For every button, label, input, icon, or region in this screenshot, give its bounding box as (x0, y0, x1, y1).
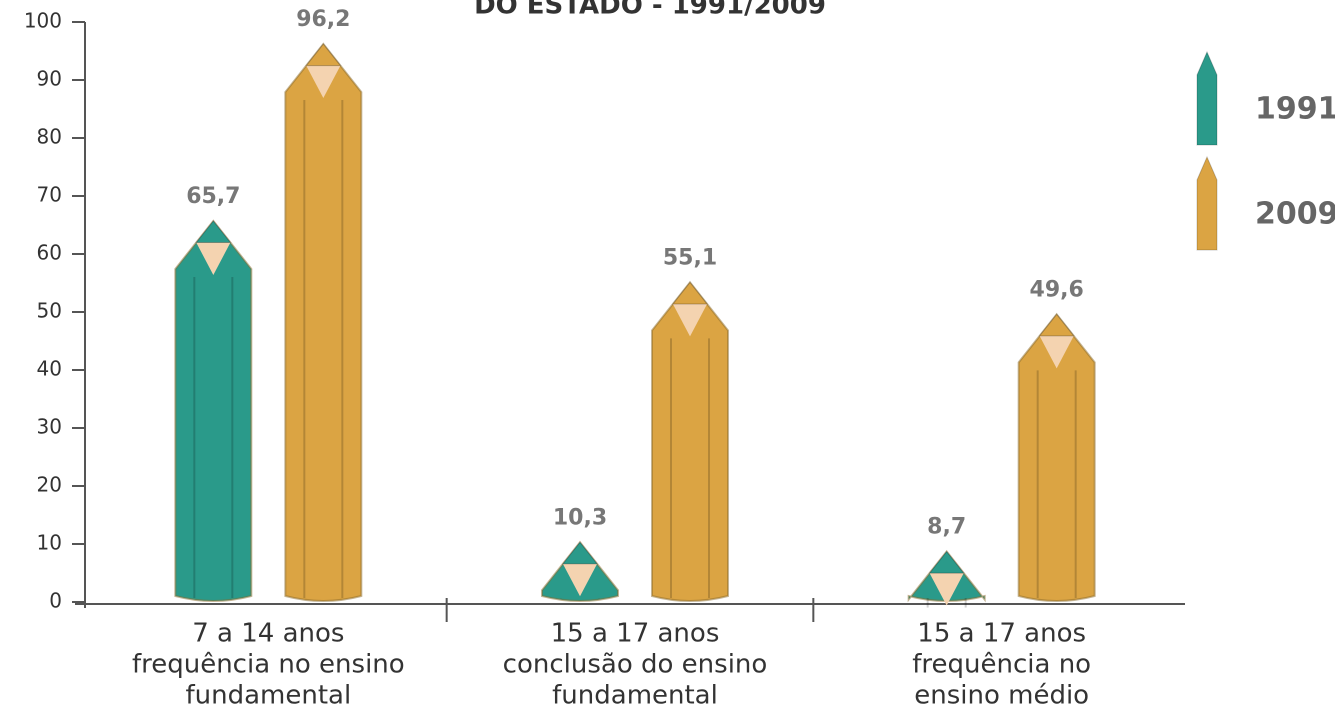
y-tick-label: 0 (49, 589, 62, 613)
legend-label: 1991 (1255, 92, 1335, 127)
bar (285, 44, 361, 601)
pencil-lead (306, 44, 340, 66)
value-label: 8,7 (927, 515, 966, 540)
value-label: 96,2 (296, 7, 350, 32)
x-tick-label: conclusão do ensino (503, 650, 768, 680)
legend-swatch (1197, 52, 1217, 145)
value-label: 65,7 (186, 184, 240, 209)
y-tick-label: 60 (37, 241, 62, 265)
pencil-lead (196, 221, 230, 243)
value-label: 55,1 (663, 245, 717, 270)
x-tick-label: 15 a 17 anos (917, 619, 1086, 649)
pencil-lead (930, 552, 964, 574)
x-tick-label: fundamental (552, 681, 718, 711)
legend-swatch (1197, 157, 1217, 250)
pencil-lead (673, 282, 707, 304)
bar (175, 221, 251, 601)
y-tick-label: 20 (37, 473, 62, 497)
value-label: 49,6 (1030, 277, 1084, 302)
x-tick-label: frequência no ensino (132, 650, 405, 680)
x-tick-label: frequência no (912, 650, 1091, 680)
x-tick-label: 15 a 17 anos (551, 619, 720, 649)
y-tick-label: 40 (37, 357, 62, 381)
value-label: 10,3 (553, 505, 607, 530)
y-tick-label: 70 (37, 183, 62, 207)
x-tick-label: ensino médio (914, 681, 1089, 711)
chart-title: DO ESTADO - 1991/2009 (474, 0, 826, 21)
y-tick-label: 30 (37, 415, 62, 439)
chart: DO ESTADO - 1991/2009 0 10 20 30 40 50 60 70 80 9… (0, 0, 1335, 717)
y-tick-label: 50 (37, 299, 62, 323)
pencil-lead (1040, 314, 1074, 336)
legend-label: 2009 (1255, 197, 1335, 232)
x-tick-label: fundamental (185, 681, 351, 711)
x-tick-label: 7 a 14 anos (192, 619, 344, 649)
y-tick-label: 10 (37, 531, 62, 555)
y-tick-label: 80 (37, 125, 62, 149)
y-tick-label: 90 (37, 67, 62, 91)
y-tick-label: 100 (24, 9, 62, 33)
pencil-lead (563, 542, 597, 564)
